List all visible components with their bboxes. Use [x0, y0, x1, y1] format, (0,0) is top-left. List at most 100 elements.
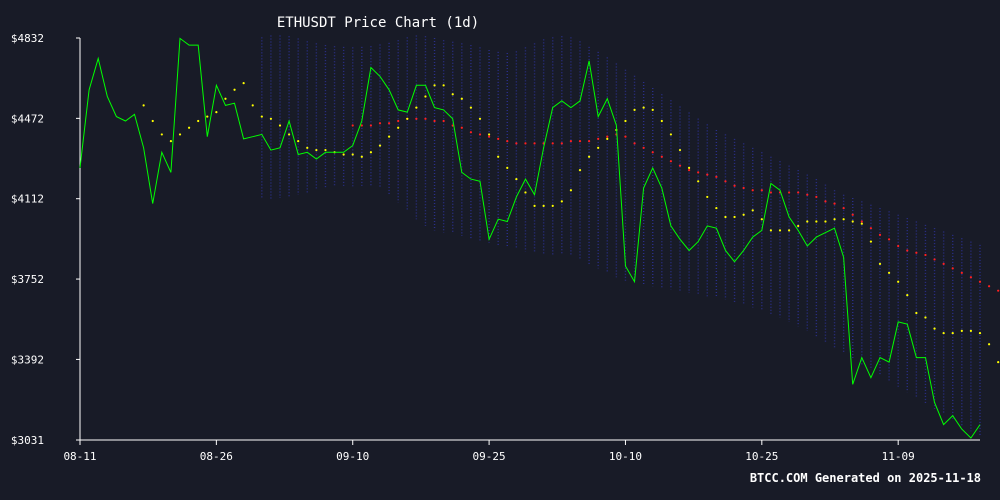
ma-short-point	[851, 220, 854, 223]
ma-long-point	[560, 142, 563, 145]
ma-short-point	[351, 153, 354, 156]
ma-short-point	[578, 169, 582, 172]
ma-short-point	[951, 331, 954, 335]
ma-long-point	[487, 135, 491, 138]
ma-short-point	[269, 117, 273, 120]
ma-short-point	[715, 206, 718, 210]
ma-short-point	[306, 146, 309, 149]
ma-long-point	[624, 135, 627, 138]
ma-short-point	[942, 331, 945, 335]
ma-short-point	[524, 191, 527, 194]
ma-short-point	[651, 108, 654, 111]
ma-short-point	[724, 215, 727, 219]
ma-short-point	[987, 343, 991, 346]
ma-short-point	[597, 146, 600, 149]
ma-short-point	[906, 294, 909, 297]
ma-short-point	[915, 311, 918, 315]
ma-long-point	[960, 271, 963, 274]
ma-long-point	[587, 140, 591, 143]
ma-short-point	[969, 329, 973, 332]
ma-long-point	[660, 155, 663, 158]
ma-long-point	[506, 140, 509, 143]
ma-short-point	[660, 119, 663, 123]
ma-short-point	[569, 189, 573, 192]
ma-short-point	[687, 166, 691, 170]
ma-short-point	[624, 119, 627, 123]
ma-long-point	[469, 131, 473, 134]
x-tick-label: 09-25	[473, 450, 506, 463]
ma-short-point	[169, 140, 173, 143]
ma-short-point	[587, 155, 591, 158]
ma-long-point	[742, 186, 745, 190]
ma-long-point	[751, 189, 754, 192]
ma-long-point	[842, 206, 845, 210]
ma-short-point	[515, 177, 518, 181]
ma-short-point	[406, 117, 409, 120]
ma-short-point	[360, 155, 363, 158]
ma-short-point	[278, 124, 282, 127]
ma-long-point	[887, 238, 891, 241]
ma-short-point	[606, 137, 609, 140]
ma-short-point	[478, 117, 482, 120]
ma-long-point	[724, 180, 727, 183]
ma-short-point	[860, 222, 863, 225]
ma-short-point	[224, 97, 227, 100]
ma-long-point	[915, 251, 918, 254]
ma-long-point	[787, 191, 791, 194]
ma-long-point	[969, 276, 973, 279]
x-ticks: 08-11 08-26 09-10 09-25 10-10 10-25 11-09	[63, 440, 915, 463]
footer-credit: BTCC.COM Generated on 2025-11-18	[750, 471, 981, 485]
ma-short-point	[433, 84, 436, 87]
ma-long-point	[824, 200, 827, 203]
ma-long-point	[760, 189, 763, 192]
ma-long-point	[906, 249, 909, 252]
ma-short-point	[206, 115, 209, 118]
ma-long-point	[851, 213, 854, 216]
ma-short-point	[142, 104, 145, 107]
ma-short-point	[497, 155, 500, 158]
ma-long-point	[978, 280, 982, 283]
ma-short-point	[751, 209, 754, 212]
ma-long-point	[669, 160, 673, 163]
ma-short-point	[442, 84, 445, 87]
ma-long-dots	[351, 117, 1000, 292]
ma-short-point	[797, 224, 800, 228]
ma-short-point	[787, 229, 791, 232]
ma-short-point	[487, 133, 491, 136]
ma-long-point	[797, 191, 800, 194]
ma-short-point	[506, 166, 509, 170]
ma-short-point	[633, 108, 636, 111]
ma-long-point	[987, 285, 991, 288]
ma-long-point	[387, 122, 391, 125]
ma-long-point	[442, 119, 445, 123]
axes	[79, 38, 980, 441]
volatility-band	[261, 35, 981, 436]
ma-short-point	[469, 106, 473, 109]
ma-short-point	[669, 133, 673, 136]
ma-long-point	[551, 142, 554, 145]
ma-long-point	[897, 244, 900, 248]
ma-long-point	[860, 220, 863, 223]
ma-long-point	[715, 175, 718, 178]
ma-short-point	[251, 104, 254, 107]
ma-short-point	[233, 88, 236, 91]
ma-short-point	[706, 195, 709, 199]
ma-short-point	[387, 135, 391, 138]
ma-long-point	[833, 202, 836, 205]
ma-long-point	[651, 151, 654, 154]
ma-short-point	[869, 240, 873, 243]
x-tick-label: 11-09	[882, 450, 915, 463]
ma-short-point	[397, 126, 400, 129]
ma-short-point	[887, 271, 891, 274]
ma-short-point	[460, 97, 463, 100]
ma-short-point	[815, 220, 818, 223]
ma-long-point	[433, 119, 436, 123]
ma-long-point	[378, 122, 382, 125]
ma-long-point	[415, 117, 418, 120]
ma-long-point	[524, 142, 527, 145]
ma-short-point	[806, 220, 809, 223]
ma-short-point	[451, 93, 454, 96]
ma-short-point	[551, 204, 554, 207]
ma-long-point	[515, 142, 518, 145]
y-tick-label: $3392	[11, 353, 44, 366]
